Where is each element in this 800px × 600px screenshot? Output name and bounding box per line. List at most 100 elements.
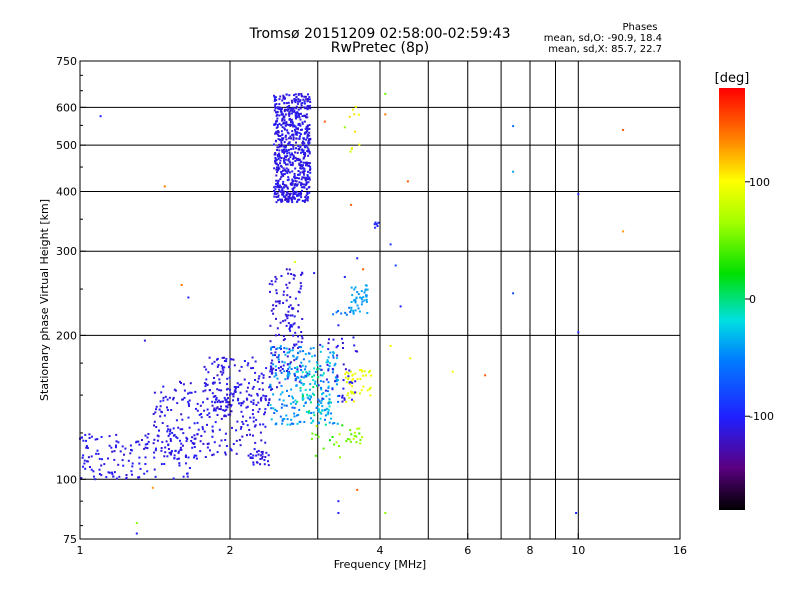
data-point [317, 403, 320, 406]
data-point [292, 397, 294, 400]
data-point [168, 451, 171, 454]
data-point [306, 191, 309, 194]
data-point [270, 362, 273, 365]
data-point [92, 470, 95, 473]
data-point [384, 92, 387, 95]
data-point [305, 176, 308, 179]
data-point [343, 126, 346, 129]
data-point [240, 365, 243, 368]
data-point [317, 408, 320, 411]
data-point [297, 157, 300, 160]
data-point [292, 134, 295, 137]
data-point [341, 342, 344, 344]
data-point [287, 373, 289, 376]
data-point [294, 177, 296, 180]
data-point [282, 302, 285, 304]
data-point [360, 389, 363, 392]
data-point [286, 423, 289, 426]
data-point [278, 167, 281, 170]
data-point [209, 389, 211, 392]
data-point [306, 124, 309, 127]
data-point [309, 398, 311, 401]
data-point [193, 434, 196, 437]
data-point [153, 468, 156, 471]
data-point [277, 138, 280, 141]
data-point [280, 365, 282, 368]
data-point [308, 191, 311, 194]
data-point [113, 471, 116, 474]
data-point [270, 366, 273, 369]
data-point [342, 347, 344, 349]
data-point [267, 460, 269, 463]
data-point [260, 451, 263, 453]
data-point [302, 153, 305, 156]
data-point [290, 153, 293, 156]
data-point [288, 104, 291, 107]
data-point [281, 360, 284, 363]
data-point [335, 441, 338, 444]
data-point [276, 107, 279, 110]
data-point [332, 354, 334, 357]
data-point [269, 290, 271, 293]
data-point [296, 159, 299, 162]
data-point [320, 386, 322, 389]
data-point [286, 286, 289, 289]
data-point [246, 364, 249, 367]
data-point [282, 293, 285, 296]
data-point [349, 150, 352, 153]
data-point [337, 395, 340, 397]
data-point [177, 450, 180, 453]
data-point [94, 478, 97, 481]
data-point [308, 124, 311, 126]
data-point [82, 465, 84, 468]
data-point [225, 405, 228, 408]
data-point [341, 424, 344, 427]
data-point [302, 186, 304, 189]
data-point [285, 138, 288, 141]
data-point [324, 408, 327, 411]
data-point [218, 389, 221, 392]
data-point [277, 146, 280, 149]
y-tick-label: 600 [56, 101, 77, 114]
data-point [290, 422, 293, 425]
data-point [259, 458, 262, 460]
data-point [152, 413, 155, 415]
data-point [289, 163, 292, 166]
data-point [284, 378, 287, 381]
data-point [211, 400, 214, 403]
data-point [143, 339, 146, 342]
data-point [246, 434, 248, 437]
data-point [232, 443, 235, 445]
data-point [285, 167, 288, 170]
data-point [228, 376, 231, 379]
data-point [286, 150, 289, 153]
data-point [111, 473, 114, 476]
data-point [285, 283, 288, 286]
data-point [278, 155, 281, 158]
data-point [254, 441, 257, 444]
data-point [96, 449, 99, 452]
data-point [269, 404, 272, 406]
data-point [275, 130, 278, 133]
data-point [284, 156, 287, 159]
data-point [353, 431, 356, 434]
data-point [356, 304, 359, 307]
data-point [275, 201, 278, 204]
data-point [296, 194, 298, 197]
data-point [276, 347, 279, 350]
data-point [318, 367, 321, 370]
data-point [362, 296, 365, 299]
data-point [275, 422, 278, 425]
data-point [238, 369, 241, 372]
data-point [284, 195, 286, 198]
data-point [80, 477, 83, 480]
data-point [349, 311, 352, 313]
data-point [282, 364, 285, 367]
data-point [293, 344, 296, 347]
data-point [274, 300, 277, 303]
data-point [319, 380, 322, 382]
data-point [299, 420, 302, 423]
data-point [269, 386, 272, 389]
data-point [274, 275, 277, 278]
data-point [294, 192, 297, 195]
